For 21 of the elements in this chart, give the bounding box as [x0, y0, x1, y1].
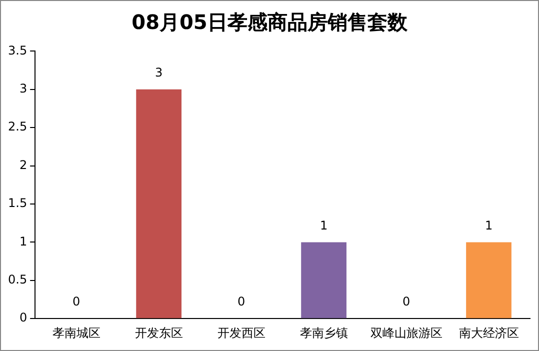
y-tick-label: 0	[19, 310, 28, 325]
data-label: 0	[402, 294, 410, 309]
data-label: 0	[237, 294, 246, 309]
x-tick-label: 孝南城区	[52, 326, 100, 340]
y-tick-label: 3	[19, 82, 28, 96]
y-tick-label: 0.5	[8, 272, 28, 287]
chart-title: 08月05日孝感商品房销售套数	[130, 9, 408, 36]
data-label: 0	[72, 294, 80, 309]
y-tick-label: 1.5	[8, 196, 28, 210]
data-label: 1	[320, 218, 328, 232]
x-tick-label: 双峰山旅游区	[370, 326, 442, 340]
x-tick-label: 开发东区	[134, 326, 183, 340]
x-tick-label: 开发西区	[217, 326, 266, 340]
data-label: 3	[154, 66, 163, 80]
x-tick-label: 南大经济区	[458, 326, 519, 340]
y-tick-label: 2	[19, 158, 28, 172]
y-tick-label: 1	[19, 234, 28, 248]
data-label: 1	[484, 218, 493, 232]
y-tick-label: 3.5	[8, 43, 28, 58]
x-tick-label: 孝南乡镇	[300, 326, 348, 340]
y-tick-label: 2.5	[8, 120, 28, 134]
